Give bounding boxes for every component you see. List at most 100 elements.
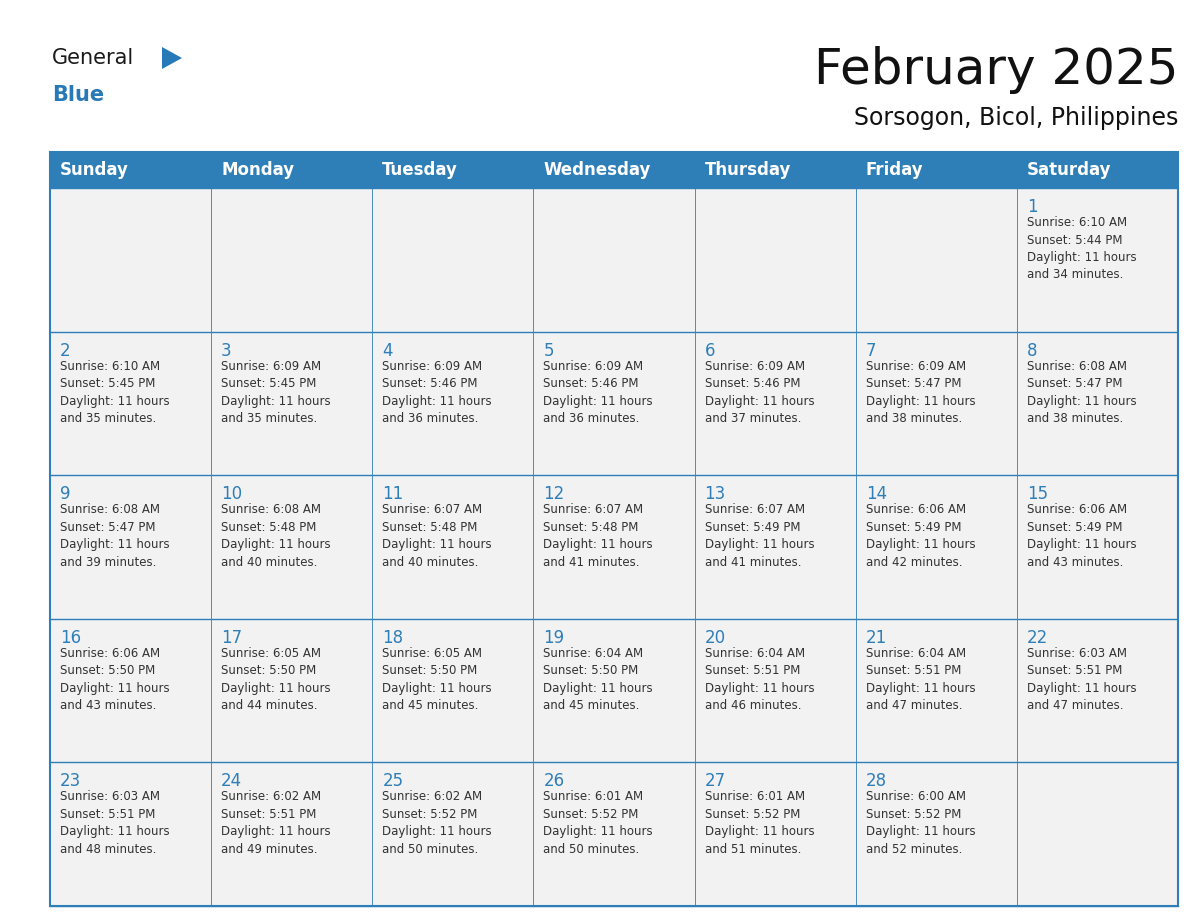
Text: Sunrise: 6:06 AM
Sunset: 5:50 PM
Daylight: 11 hours
and 43 minutes.: Sunrise: 6:06 AM Sunset: 5:50 PM Dayligh… [61,647,170,712]
Text: Sunrise: 6:09 AM
Sunset: 5:46 PM
Daylight: 11 hours
and 36 minutes.: Sunrise: 6:09 AM Sunset: 5:46 PM Dayligh… [543,360,653,425]
Bar [211,331,372,476]
Bar [50,763,211,906]
Text: 27: 27 [704,772,726,790]
Bar [855,331,1017,476]
Text: 11: 11 [383,486,404,503]
Text: Sunrise: 6:01 AM
Sunset: 5:52 PM
Daylight: 11 hours
and 50 minutes.: Sunrise: 6:01 AM Sunset: 5:52 PM Dayligh… [543,790,653,856]
Text: 4: 4 [383,341,393,360]
Text: 5: 5 [543,341,554,360]
Text: 19: 19 [543,629,564,647]
Bar [1017,188,1178,331]
Text: Sunrise: 6:08 AM
Sunset: 5:48 PM
Daylight: 11 hours
and 40 minutes.: Sunrise: 6:08 AM Sunset: 5:48 PM Dayligh… [221,503,330,568]
Bar [1017,619,1178,763]
Text: Sunrise: 6:03 AM
Sunset: 5:51 PM
Daylight: 11 hours
and 47 minutes.: Sunrise: 6:03 AM Sunset: 5:51 PM Dayligh… [1026,647,1137,712]
Bar [855,188,1017,331]
Text: 14: 14 [866,486,886,503]
Bar [50,188,211,331]
Bar [211,763,372,906]
Text: Sunrise: 6:06 AM
Sunset: 5:49 PM
Daylight: 11 hours
and 43 minutes.: Sunrise: 6:06 AM Sunset: 5:49 PM Dayligh… [1026,503,1137,568]
Text: 18: 18 [383,629,404,647]
Bar [372,619,533,763]
Text: Sunrise: 6:10 AM
Sunset: 5:44 PM
Daylight: 11 hours
and 34 minutes.: Sunrise: 6:10 AM Sunset: 5:44 PM Dayligh… [1026,216,1137,282]
Bar [211,188,372,331]
Text: Monday: Monday [221,161,295,179]
Text: Sunrise: 6:09 AM
Sunset: 5:45 PM
Daylight: 11 hours
and 35 minutes.: Sunrise: 6:09 AM Sunset: 5:45 PM Dayligh… [221,360,330,425]
Bar [211,619,372,763]
Bar [695,619,855,763]
Text: Sunrise: 6:06 AM
Sunset: 5:49 PM
Daylight: 11 hours
and 42 minutes.: Sunrise: 6:06 AM Sunset: 5:49 PM Dayligh… [866,503,975,568]
Text: Sunrise: 6:08 AM
Sunset: 5:47 PM
Daylight: 11 hours
and 39 minutes.: Sunrise: 6:08 AM Sunset: 5:47 PM Dayligh… [61,503,170,568]
Text: Wednesday: Wednesday [543,161,651,179]
Text: 9: 9 [61,486,70,503]
Bar [50,331,211,476]
Text: 22: 22 [1026,629,1048,647]
Bar [372,763,533,906]
Text: Sunrise: 6:07 AM
Sunset: 5:49 PM
Daylight: 11 hours
and 41 minutes.: Sunrise: 6:07 AM Sunset: 5:49 PM Dayligh… [704,503,814,568]
Text: Sunrise: 6:10 AM
Sunset: 5:45 PM
Daylight: 11 hours
and 35 minutes.: Sunrise: 6:10 AM Sunset: 5:45 PM Dayligh… [61,360,170,425]
Bar [533,188,695,331]
Bar [1017,763,1178,906]
Text: 1: 1 [1026,198,1037,216]
Text: Sunrise: 6:05 AM
Sunset: 5:50 PM
Daylight: 11 hours
and 44 minutes.: Sunrise: 6:05 AM Sunset: 5:50 PM Dayligh… [221,647,330,712]
Bar [533,476,695,619]
Text: Sorsogon, Bicol, Philippines: Sorsogon, Bicol, Philippines [854,106,1178,130]
Text: 2: 2 [61,341,70,360]
Text: General: General [52,48,134,68]
Bar [372,188,533,331]
Text: Sunrise: 6:09 AM
Sunset: 5:46 PM
Daylight: 11 hours
and 36 minutes.: Sunrise: 6:09 AM Sunset: 5:46 PM Dayligh… [383,360,492,425]
Text: 8: 8 [1026,341,1037,360]
Text: 13: 13 [704,486,726,503]
Text: Sunrise: 6:05 AM
Sunset: 5:50 PM
Daylight: 11 hours
and 45 minutes.: Sunrise: 6:05 AM Sunset: 5:50 PM Dayligh… [383,647,492,712]
Bar [855,619,1017,763]
Text: Sunrise: 6:02 AM
Sunset: 5:51 PM
Daylight: 11 hours
and 49 minutes.: Sunrise: 6:02 AM Sunset: 5:51 PM Dayligh… [221,790,330,856]
Text: Sunrise: 6:01 AM
Sunset: 5:52 PM
Daylight: 11 hours
and 51 minutes.: Sunrise: 6:01 AM Sunset: 5:52 PM Dayligh… [704,790,814,856]
Bar [50,152,1178,188]
Text: Sunrise: 6:03 AM
Sunset: 5:51 PM
Daylight: 11 hours
and 48 minutes.: Sunrise: 6:03 AM Sunset: 5:51 PM Dayligh… [61,790,170,856]
Bar [533,763,695,906]
Text: 20: 20 [704,629,726,647]
Text: 21: 21 [866,629,887,647]
Text: Saturday: Saturday [1026,161,1111,179]
Bar [695,476,855,619]
Bar [372,331,533,476]
Text: 16: 16 [61,629,81,647]
Text: February 2025: February 2025 [814,46,1178,94]
Text: Friday: Friday [866,161,923,179]
Text: Sunrise: 6:09 AM
Sunset: 5:46 PM
Daylight: 11 hours
and 37 minutes.: Sunrise: 6:09 AM Sunset: 5:46 PM Dayligh… [704,360,814,425]
Text: 15: 15 [1026,486,1048,503]
Text: Sunrise: 6:07 AM
Sunset: 5:48 PM
Daylight: 11 hours
and 41 minutes.: Sunrise: 6:07 AM Sunset: 5:48 PM Dayligh… [543,503,653,568]
Text: Sunrise: 6:02 AM
Sunset: 5:52 PM
Daylight: 11 hours
and 50 minutes.: Sunrise: 6:02 AM Sunset: 5:52 PM Dayligh… [383,790,492,856]
Bar [1017,476,1178,619]
Text: Sunrise: 6:08 AM
Sunset: 5:47 PM
Daylight: 11 hours
and 38 minutes.: Sunrise: 6:08 AM Sunset: 5:47 PM Dayligh… [1026,360,1137,425]
Text: Sunrise: 6:07 AM
Sunset: 5:48 PM
Daylight: 11 hours
and 40 minutes.: Sunrise: 6:07 AM Sunset: 5:48 PM Dayligh… [383,503,492,568]
Bar [211,476,372,619]
Bar [855,763,1017,906]
Text: 6: 6 [704,341,715,360]
Text: Sunday: Sunday [61,161,128,179]
Text: 17: 17 [221,629,242,647]
Bar [855,476,1017,619]
Bar [695,188,855,331]
Text: Sunrise: 6:04 AM
Sunset: 5:51 PM
Daylight: 11 hours
and 47 minutes.: Sunrise: 6:04 AM Sunset: 5:51 PM Dayligh… [866,647,975,712]
Bar [1017,331,1178,476]
Text: 10: 10 [221,486,242,503]
Text: Sunrise: 6:04 AM
Sunset: 5:51 PM
Daylight: 11 hours
and 46 minutes.: Sunrise: 6:04 AM Sunset: 5:51 PM Dayligh… [704,647,814,712]
Text: Sunrise: 6:09 AM
Sunset: 5:47 PM
Daylight: 11 hours
and 38 minutes.: Sunrise: 6:09 AM Sunset: 5:47 PM Dayligh… [866,360,975,425]
Text: 26: 26 [543,772,564,790]
Text: 25: 25 [383,772,404,790]
Text: 7: 7 [866,341,877,360]
Text: Thursday: Thursday [704,161,791,179]
Bar [372,476,533,619]
Bar [50,152,1178,906]
Text: 24: 24 [221,772,242,790]
Polygon shape [162,47,182,69]
Text: Blue: Blue [52,85,105,105]
Bar [50,619,211,763]
Text: Sunrise: 6:00 AM
Sunset: 5:52 PM
Daylight: 11 hours
and 52 minutes.: Sunrise: 6:00 AM Sunset: 5:52 PM Dayligh… [866,790,975,856]
Bar [695,331,855,476]
Bar [533,331,695,476]
Bar [533,619,695,763]
Text: 23: 23 [61,772,81,790]
Text: Tuesday: Tuesday [383,161,459,179]
Text: 12: 12 [543,486,564,503]
